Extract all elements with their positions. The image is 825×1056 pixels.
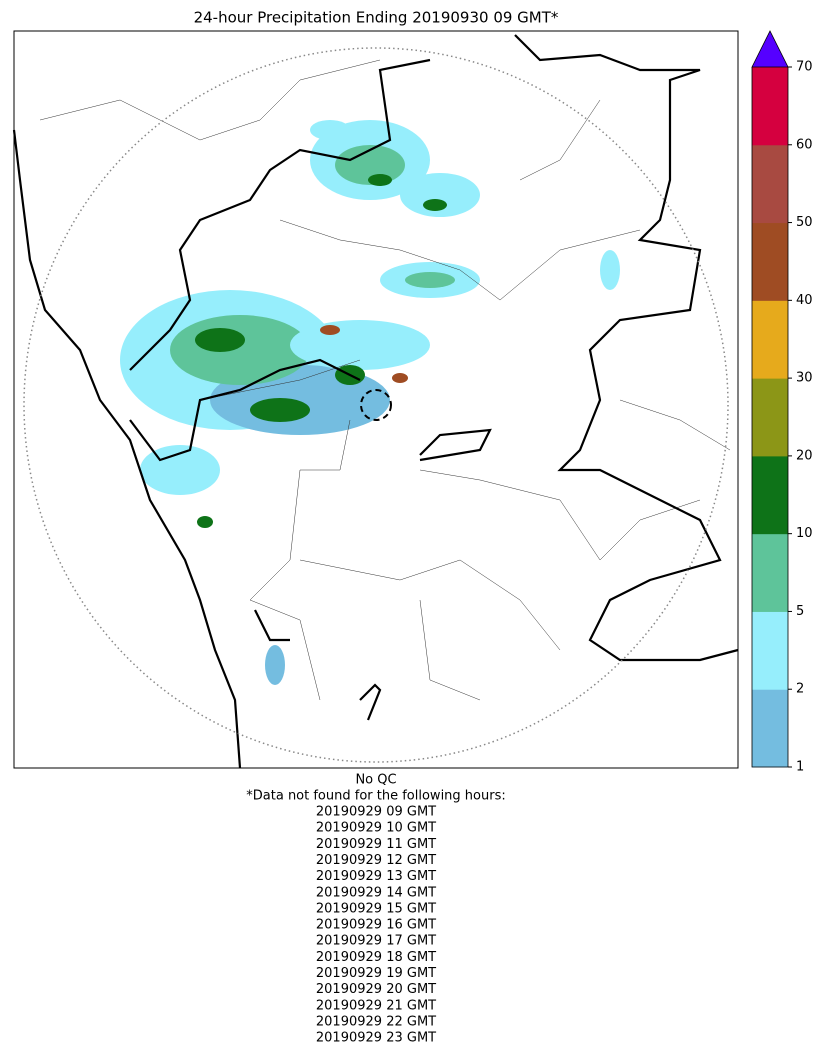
missing-hour: 20190929 17 GMT [316, 934, 436, 949]
missing-hour: 20190929 09 GMT [316, 805, 436, 820]
radar-site [360, 389, 392, 421]
colorbar-segment [752, 689, 788, 768]
footer: No QC *Data not found for the following … [246, 773, 505, 1046]
missing-hour: 20190929 14 GMT [316, 885, 436, 900]
colorbar-tick-label: 60 [796, 137, 813, 152]
missing-hour: 20190929 15 GMT [316, 901, 436, 916]
colorbar-tick-label: 1 [796, 760, 804, 775]
precip-area [250, 398, 310, 422]
colorbar-tick-label: 20 [796, 448, 813, 463]
colorbar: 1 2 5 10 20 30 40 50 60 70 [751, 30, 813, 775]
missing-hour: 20190929 11 GMT [316, 837, 436, 852]
precip-area [405, 272, 455, 288]
missing-hour: 20190929 19 GMT [316, 966, 436, 981]
precip-area [600, 250, 620, 290]
title: 24-hour Precipitation Ending 20190930 09… [194, 9, 559, 27]
missing-hour: 20190929 22 GMT [316, 1014, 436, 1029]
colorbar-segment [752, 533, 788, 612]
colorbar-segment [752, 222, 788, 301]
precip-area [195, 328, 245, 352]
precip-area [400, 173, 480, 217]
precip-area [197, 516, 213, 528]
precip-area [320, 325, 340, 335]
precip-area [170, 315, 310, 385]
missing-hour: 20190929 20 GMT [316, 982, 436, 997]
colorbar-extend [751, 30, 789, 68]
missing-hour: 20190929 23 GMT [316, 1031, 436, 1046]
state-borders [12, 34, 739, 769]
missing-hour: 20190929 10 GMT [316, 821, 436, 836]
missing-hour: 20190929 13 GMT [316, 869, 436, 884]
missing-hour: 20190929 12 GMT [316, 853, 436, 868]
precip-area [335, 145, 405, 185]
precip-area [140, 445, 220, 495]
colorbar-segment [752, 455, 788, 535]
colorbar-segment [752, 378, 788, 457]
precip-area [392, 373, 408, 383]
colorbar-outline [751, 67, 789, 768]
precipitation [120, 120, 620, 685]
colorbar-segment [752, 144, 788, 224]
footer-note: No QC [355, 773, 396, 788]
colorbar-tick-label: 50 [796, 215, 813, 230]
missing-hour: 20190929 21 GMT [316, 998, 436, 1013]
district-borders [39, 59, 731, 701]
colorbar-tick-label: 5 [796, 604, 804, 619]
colorbar-tick-label: 10 [796, 526, 813, 541]
colorbar-tick-label: 40 [796, 293, 813, 308]
precip-area [265, 645, 285, 685]
map [12, 30, 739, 769]
precip-area [368, 174, 392, 186]
colorbar-segment [752, 67, 788, 146]
colorbar-tick-label: 2 [796, 682, 804, 697]
colorbar-tick-label: 30 [796, 371, 813, 386]
colorbar-segment [752, 300, 788, 379]
radar-range [23, 47, 729, 763]
colorbar-tick-label: 70 [796, 60, 813, 75]
colorbar-segment [752, 611, 788, 690]
precip-area [423, 199, 447, 211]
missing-hour: 20190929 16 GMT [316, 918, 436, 933]
footer-heading: *Data not found for the following hours: [246, 789, 505, 804]
precip-area [310, 120, 350, 140]
missing-hour: 20190929 18 GMT [316, 950, 436, 965]
